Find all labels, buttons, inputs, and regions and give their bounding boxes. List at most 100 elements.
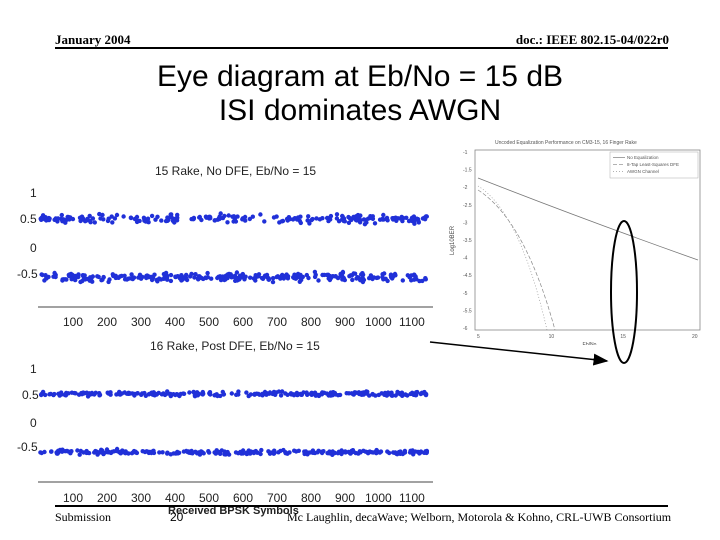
bottom-plot-xlabel: Received BPSK Symbols — [168, 505, 299, 517]
eye-point — [159, 218, 164, 223]
eye-point — [84, 218, 89, 223]
ber-ytick: -3 — [463, 220, 468, 226]
eye-point — [128, 215, 134, 221]
ber-legend: No Equalization 8-Tap Least-Squares DFE AW… — [609, 151, 699, 179]
xtick: 200 — [97, 491, 118, 505]
xtick: 1000 — [365, 315, 392, 329]
ber-ytick: -2.5 — [463, 203, 472, 209]
eye-point — [319, 450, 325, 456]
eye-point — [324, 272, 330, 278]
eye-point — [131, 275, 137, 280]
eye-point — [114, 212, 120, 218]
eye-point — [218, 277, 224, 283]
eye-point — [328, 213, 334, 219]
eye-point — [340, 269, 346, 275]
eye-point — [306, 214, 311, 219]
eye-point — [92, 392, 97, 397]
eye-point — [332, 450, 337, 456]
eye-point — [77, 452, 82, 457]
ber-ytick: -4.5 — [463, 273, 472, 279]
eye-point — [356, 450, 362, 455]
eye-point — [142, 449, 148, 455]
eye-point — [253, 275, 259, 280]
eye-point — [87, 278, 92, 283]
eye-point — [310, 216, 315, 222]
eye-point — [187, 390, 192, 395]
eye-point — [129, 272, 134, 277]
eye-point — [114, 448, 119, 454]
eye-point — [143, 219, 149, 224]
xtick: 600 — [233, 315, 254, 329]
eye-point — [157, 450, 162, 455]
header-doc-id: doc.: IEEE 802.15-04/022r0 — [515, 32, 669, 47]
eye-point — [144, 275, 149, 281]
eye-point — [53, 216, 58, 221]
eye-point — [264, 272, 270, 278]
eye-point — [334, 216, 340, 221]
eye-point — [301, 390, 306, 395]
eye-point — [219, 448, 224, 453]
eye-point — [315, 450, 320, 455]
eye-point — [40, 389, 46, 395]
eye-point — [106, 391, 111, 396]
eye-point — [67, 272, 72, 277]
top-ytick: 0.5 — [20, 212, 37, 226]
eye-point — [390, 393, 395, 398]
bottom-ytick: 0 — [30, 416, 37, 430]
eye-point — [165, 277, 170, 282]
eye-point — [62, 392, 68, 398]
ber-ytick: -5.5 — [463, 308, 472, 314]
slide-title-line2: ISI dominates AWGN — [218, 94, 502, 127]
eye-point — [423, 277, 428, 282]
eye-point — [368, 273, 374, 278]
eye-point — [129, 451, 135, 456]
eye-point — [278, 393, 284, 398]
eye-point — [418, 449, 424, 454]
eye-point — [306, 275, 311, 281]
eye-point — [195, 390, 200, 395]
eye-point — [215, 275, 220, 281]
eye-point — [374, 275, 379, 281]
xtick: 1100 — [399, 315, 425, 329]
eye-point — [177, 393, 182, 399]
eye-point — [154, 392, 159, 397]
xtick: 700 — [267, 491, 288, 505]
slide-title-line1: Eye diagram at Eb/No = 15 dB — [156, 60, 564, 93]
eye-point — [390, 274, 396, 280]
eye-point — [132, 393, 137, 398]
eye-point — [394, 451, 399, 456]
eye-point — [381, 212, 386, 218]
ber-title: Uncoded Equalization Performance on CM3-… — [495, 140, 637, 146]
eye-point — [226, 213, 231, 218]
eye-point — [155, 214, 160, 219]
xtick: 600 — [233, 491, 254, 505]
ber-ytick: -3.5 — [463, 238, 472, 244]
eye-point — [372, 221, 378, 226]
xtick: 400 — [165, 491, 186, 505]
eye-point — [395, 216, 401, 221]
ber-xtick: 5 — [477, 334, 480, 340]
eye-point — [234, 270, 240, 275]
eye-point — [238, 449, 243, 455]
highlight-arrow — [429, 341, 609, 366]
top-ytick: 0 — [30, 241, 37, 255]
eye-point — [214, 392, 219, 397]
bottom-plot-title: 16 Rake, Post DFE, Eb/No = 15 — [150, 339, 320, 353]
ber-ytick: -2 — [463, 185, 468, 191]
eye-point — [293, 276, 298, 281]
ber-ytick: -5 — [463, 291, 468, 297]
eye-point — [106, 279, 111, 285]
eye-point — [157, 276, 162, 281]
eye-point — [312, 269, 318, 275]
eye-point — [222, 213, 227, 219]
eye-point — [351, 215, 357, 220]
eye-point — [298, 220, 303, 226]
eye-point — [79, 214, 85, 219]
eye-point — [358, 278, 363, 283]
eye-point — [73, 277, 78, 283]
eye-point — [316, 278, 321, 283]
eye-point — [278, 276, 283, 281]
highlight-ellipse — [610, 220, 638, 364]
eye-point — [413, 274, 418, 279]
eye-point — [96, 274, 101, 280]
